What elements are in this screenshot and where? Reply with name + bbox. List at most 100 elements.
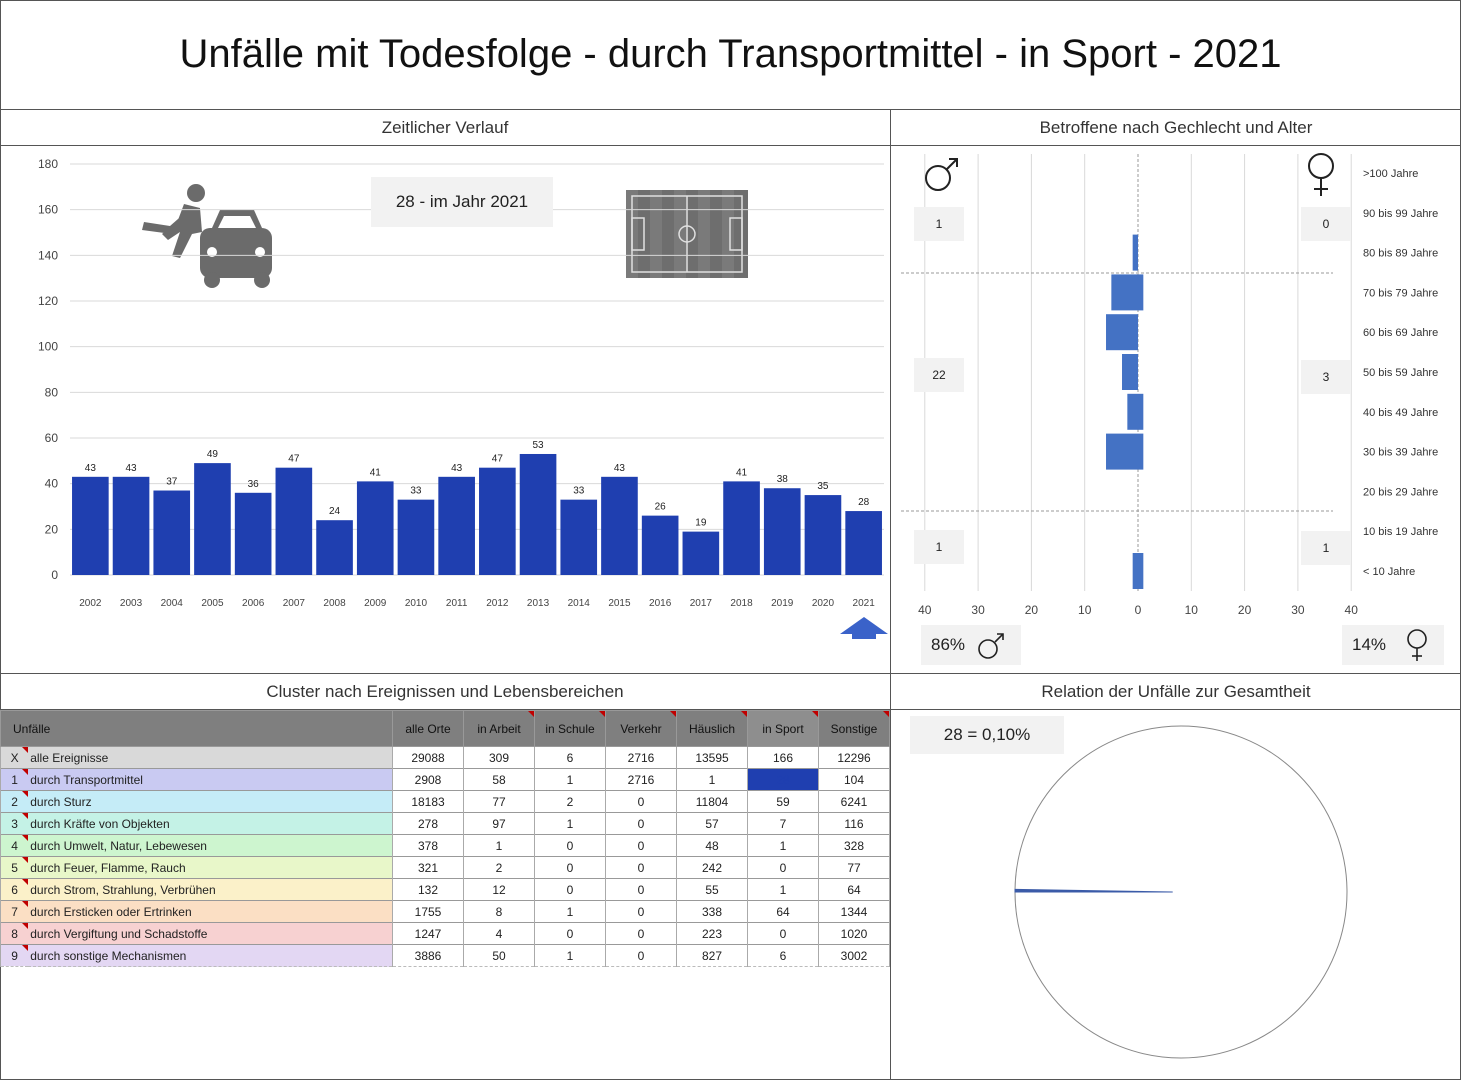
table-cell[interactable]: 12296 (818, 746, 890, 769)
bar-2004[interactable] (153, 490, 191, 575)
table-cell[interactable]: 7 (747, 812, 819, 835)
table-cell[interactable]: 1 (747, 834, 819, 857)
table-cell[interactable]: 13595 (676, 746, 748, 769)
bar-2005[interactable] (194, 463, 231, 575)
table-cell[interactable]: 278 (392, 812, 464, 835)
table-cell[interactable]: 97 (463, 812, 535, 835)
table-cell[interactable]: 6 (747, 944, 819, 967)
table-cell[interactable]: 4 (463, 922, 535, 945)
x-tick-label[interactable]: 2010 (405, 598, 428, 609)
table-cell[interactable]: 0 (605, 812, 677, 835)
table-cell[interactable]: 328 (818, 834, 890, 857)
table-cell[interactable]: 1 (463, 834, 535, 857)
table-cell[interactable]: 0 (605, 834, 677, 857)
table-cell[interactable]: 338 (676, 900, 748, 923)
bar-2008[interactable] (316, 520, 353, 575)
bar-2015[interactable] (601, 476, 638, 575)
bar-2007[interactable] (275, 467, 313, 575)
x-tick-label[interactable]: 2019 (771, 598, 794, 609)
table-cell[interactable]: 1247 (392, 922, 464, 945)
table-row[interactable]: 8 durch Vergiftung und Schadstoffe 1247 4 0 0… (0, 922, 890, 945)
female-bar[interactable] (1138, 433, 1144, 470)
table-cell[interactable]: 11804 (676, 790, 748, 813)
table-cell[interactable]: 48 (676, 834, 748, 857)
table-cell[interactable]: 59 (747, 790, 819, 813)
table-cell[interactable]: 77 (463, 790, 535, 813)
table-cell[interactable]: 18183 (392, 790, 464, 813)
table-cell[interactable]: 6 (534, 746, 606, 769)
table-cell[interactable]: 0 (605, 790, 677, 813)
table-cell[interactable]: 132 (392, 878, 464, 901)
table-cell[interactable]: 827 (676, 944, 748, 967)
table-cell[interactable]: 1 (747, 878, 819, 901)
male-bar[interactable] (1132, 553, 1138, 589)
x-tick-label[interactable]: 2011 (446, 598, 468, 609)
column-header[interactable]: in Arbeit (463, 710, 535, 747)
male-bar[interactable] (1111, 274, 1138, 311)
column-header[interactable]: Verkehr (605, 710, 677, 747)
x-tick-label[interactable]: 2012 (486, 598, 509, 609)
x-tick-label[interactable]: 2002 (79, 598, 102, 609)
table-row[interactable]: 3 durch Kräfte von Objekten 278 97 1 0 57 7 116 (0, 812, 890, 835)
bar-2016[interactable] (641, 515, 679, 575)
bar-2009[interactable] (356, 481, 394, 575)
table-row[interactable]: 1 durch Transportmittel 2908 58 1 2716 1 28 104 (0, 768, 890, 791)
column-header[interactable]: Sonstige (818, 710, 890, 747)
table-row[interactable]: 2 durch Sturz 18183 77 2 0 11804 59 6241 (0, 790, 890, 813)
table-cell[interactable]: 6241 (818, 790, 890, 813)
table-cell[interactable]: 2716 (605, 768, 677, 791)
male-bar[interactable] (1122, 354, 1138, 390)
table-cell[interactable]: 0 (605, 922, 677, 945)
bar-2017[interactable] (682, 531, 720, 575)
table-row[interactable]: 4 durch Umwelt, Natur, Lebewesen 378 1 0 0 48 1… (0, 834, 890, 857)
table-cell[interactable]: 3886 (392, 944, 464, 967)
column-header[interactable]: alle Orte (392, 710, 464, 747)
selected-cell[interactable]: 28 (747, 768, 819, 791)
table-row[interactable]: 9 durch sonstige Mechanismen 3886 50 1 0 827 6 3… (0, 944, 890, 967)
table-cell[interactable]: 1755 (392, 900, 464, 923)
table-row[interactable]: 5 durch Feuer, Flamme, Rauch 321 2 0 0 242 0 77 (0, 856, 890, 879)
table-row[interactable]: 7 durch Ersticken oder Ertrinken 1755 8 1 0 33… (0, 900, 890, 923)
x-tick-label[interactable]: 2014 (568, 598, 591, 609)
x-tick-label[interactable]: 2004 (161, 598, 184, 609)
table-cell[interactable]: 0 (534, 856, 606, 879)
column-header[interactable]: in Sport (747, 710, 819, 747)
table-cell[interactable]: 55 (676, 878, 748, 901)
table-cell[interactable]: 378 (392, 834, 464, 857)
table-cell[interactable]: 321 (392, 856, 464, 879)
table-cell[interactable]: 0 (747, 922, 819, 945)
x-tick-label[interactable]: 2018 (730, 598, 753, 609)
table-cell[interactable]: 50 (463, 944, 535, 967)
table-cell[interactable]: 1 (534, 768, 606, 791)
table-cell[interactable]: 0 (605, 878, 677, 901)
bar-2018[interactable] (723, 481, 760, 575)
x-tick-label[interactable]: 2007 (283, 598, 306, 609)
table-cell[interactable]: 1020 (818, 922, 890, 945)
table-cell[interactable]: 0 (605, 900, 677, 923)
female-bar[interactable] (1138, 274, 1144, 311)
table-cell[interactable]: 2 (463, 856, 535, 879)
table-cell[interactable]: 12 (463, 878, 535, 901)
male-bar[interactable] (1106, 314, 1138, 351)
table-cell[interactable]: 1 (534, 944, 606, 967)
x-tick-label[interactable]: 2013 (527, 598, 550, 609)
bar-2019[interactable] (763, 488, 801, 575)
table-cell[interactable]: 2716 (605, 746, 677, 769)
bar-2002[interactable] (72, 476, 109, 575)
x-tick-label[interactable]: 2009 (364, 598, 387, 609)
bar-2010[interactable] (397, 499, 435, 575)
table-cell[interactable]: 0 (534, 834, 606, 857)
column-header[interactable]: in Schule (534, 710, 606, 747)
female-bar[interactable] (1138, 393, 1144, 430)
male-bar[interactable] (1127, 393, 1138, 430)
table-cell[interactable]: 0 (534, 922, 606, 945)
x-tick-label[interactable]: 2017 (690, 598, 713, 609)
bar-2012[interactable] (479, 467, 516, 575)
table-cell[interactable]: 58 (463, 768, 535, 791)
bar-2003[interactable] (112, 476, 150, 575)
table-cell[interactable]: 104 (818, 768, 890, 791)
x-tick-label[interactable]: 2006 (242, 598, 265, 609)
bar-2014[interactable] (560, 499, 598, 575)
table-cell[interactable]: 77 (818, 856, 890, 879)
